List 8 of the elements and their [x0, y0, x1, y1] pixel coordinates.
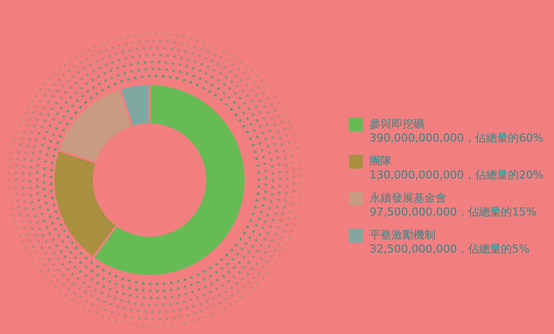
legend-label: 永續發展基金會: [370, 191, 446, 204]
data-label: 390,000,000,000，佔總量的60%: [370, 131, 544, 144]
data-label: 130,000,000,000，佔總量的20%: [370, 168, 544, 182]
legend-label: 平臺激勵機制: [370, 228, 436, 242]
legend-label: 參與即挖礦: [370, 117, 424, 130]
legend-label: 團隊: [370, 154, 392, 168]
data-label: 32,500,000,000，佔總量的5%: [370, 242, 530, 256]
data-label: 97,500,000,000，佔總量的15%: [370, 205, 536, 218]
